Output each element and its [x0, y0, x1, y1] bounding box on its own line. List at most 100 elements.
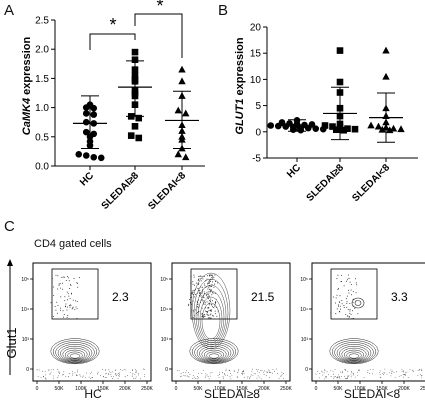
flow-event	[40, 377, 42, 379]
flow-event	[203, 276, 205, 278]
flow-xtick-label: 200K	[258, 386, 270, 392]
flow-event	[217, 375, 219, 376]
panel-b-point	[351, 125, 359, 133]
flow-event	[206, 296, 208, 298]
flow-event	[62, 374, 64, 375]
flow-event	[138, 374, 139, 376]
flow-event	[204, 377, 206, 378]
flow-xtick-label: 50K	[334, 386, 344, 392]
flow-event	[340, 280, 342, 282]
flow-event	[68, 373, 70, 374]
flow-event	[88, 376, 90, 378]
flow-event	[237, 372, 239, 374]
flow-event	[340, 371, 342, 373]
flow-plot-frame	[32, 262, 152, 382]
flow-event	[321, 370, 322, 372]
flow-event	[180, 372, 182, 374]
flow-event	[330, 369, 332, 371]
flow-event	[347, 371, 349, 373]
flow-ytick-label: 10³	[301, 337, 309, 343]
flow-event	[59, 283, 61, 285]
flow-event	[337, 288, 339, 290]
flow-event	[206, 286, 208, 288]
flow-event	[197, 306, 199, 308]
flow-event	[66, 309, 68, 311]
flow-event	[197, 311, 199, 313]
flow-event	[393, 372, 395, 374]
flow-event	[214, 274, 216, 276]
panel-b-ytick-label: 5	[255, 101, 261, 112]
panel-b-ytick-label: 0	[255, 127, 261, 138]
flow-event	[333, 373, 335, 375]
flow-event	[203, 291, 205, 293]
panel-a-sig-star: *	[156, 0, 163, 16]
flow-event	[319, 377, 321, 379]
flow-event	[210, 298, 212, 300]
flow-event	[205, 310, 207, 312]
flow-event	[199, 289, 201, 291]
panel-a-xtick-label: HC	[78, 170, 96, 188]
flow-event	[249, 377, 251, 379]
flow-event	[192, 369, 194, 371]
flow-event	[396, 371, 398, 373]
panel-a-xtick-label: SLEDAI<8	[146, 170, 188, 212]
flow-event	[357, 371, 359, 373]
flow-event	[349, 309, 351, 311]
flow-xtick-label: 100K	[75, 386, 87, 392]
flow-event	[356, 284, 358, 286]
flow-event	[209, 274, 211, 276]
flow-event	[206, 310, 208, 312]
flow-event	[281, 372, 283, 373]
flow-event	[210, 310, 212, 312]
flow-event	[259, 370, 261, 371]
flow-event	[114, 374, 116, 376]
flow-event	[118, 374, 120, 376]
flow-contour	[343, 349, 365, 360]
flow-event	[188, 303, 190, 305]
flow-event	[243, 371, 244, 372]
flow-event	[280, 375, 281, 377]
flow-event	[54, 305, 56, 307]
flow-event	[352, 310, 354, 312]
flow-event	[383, 372, 385, 374]
panel-a-point	[75, 151, 83, 158]
flow-contour	[60, 345, 90, 362]
flow-event	[242, 371, 244, 373]
flow-event	[209, 280, 211, 282]
flow-event	[367, 369, 369, 371]
flow-event	[198, 275, 200, 277]
panel-b-ylabel-gene: GLUT1	[234, 99, 246, 135]
flow-event	[349, 310, 351, 312]
flow-ytick-label: 10⁴	[300, 307, 308, 313]
flow-event	[207, 288, 209, 290]
flow-event	[344, 368, 346, 370]
flow-event	[69, 304, 71, 306]
flow-event	[198, 283, 200, 285]
flow-contour	[191, 340, 237, 364]
flow-event	[75, 306, 77, 308]
flow-event	[215, 313, 217, 315]
flow-event	[254, 373, 256, 375]
flow-event	[207, 307, 209, 309]
flow-event	[247, 376, 249, 378]
flow-event	[202, 278, 204, 280]
flow-event	[355, 282, 357, 284]
panel-b-point	[308, 121, 316, 128]
flow-ytick-label: 0	[305, 367, 308, 373]
flow-event	[134, 378, 136, 379]
flow-event	[352, 302, 354, 304]
flow-event	[401, 369, 403, 370]
flow-event	[123, 368, 125, 370]
flow-event	[407, 377, 409, 378]
flow-event	[388, 372, 390, 373]
panel-a-sig-bracket	[134, 13, 183, 58]
flow-event	[208, 310, 210, 312]
flow-event	[82, 376, 83, 378]
flow-event	[207, 376, 209, 377]
panel-b-ytick-label: 15	[250, 49, 262, 60]
flow-event	[140, 378, 141, 380]
flow-event	[58, 284, 60, 286]
flow-event	[272, 369, 274, 370]
flow-event	[213, 315, 215, 317]
